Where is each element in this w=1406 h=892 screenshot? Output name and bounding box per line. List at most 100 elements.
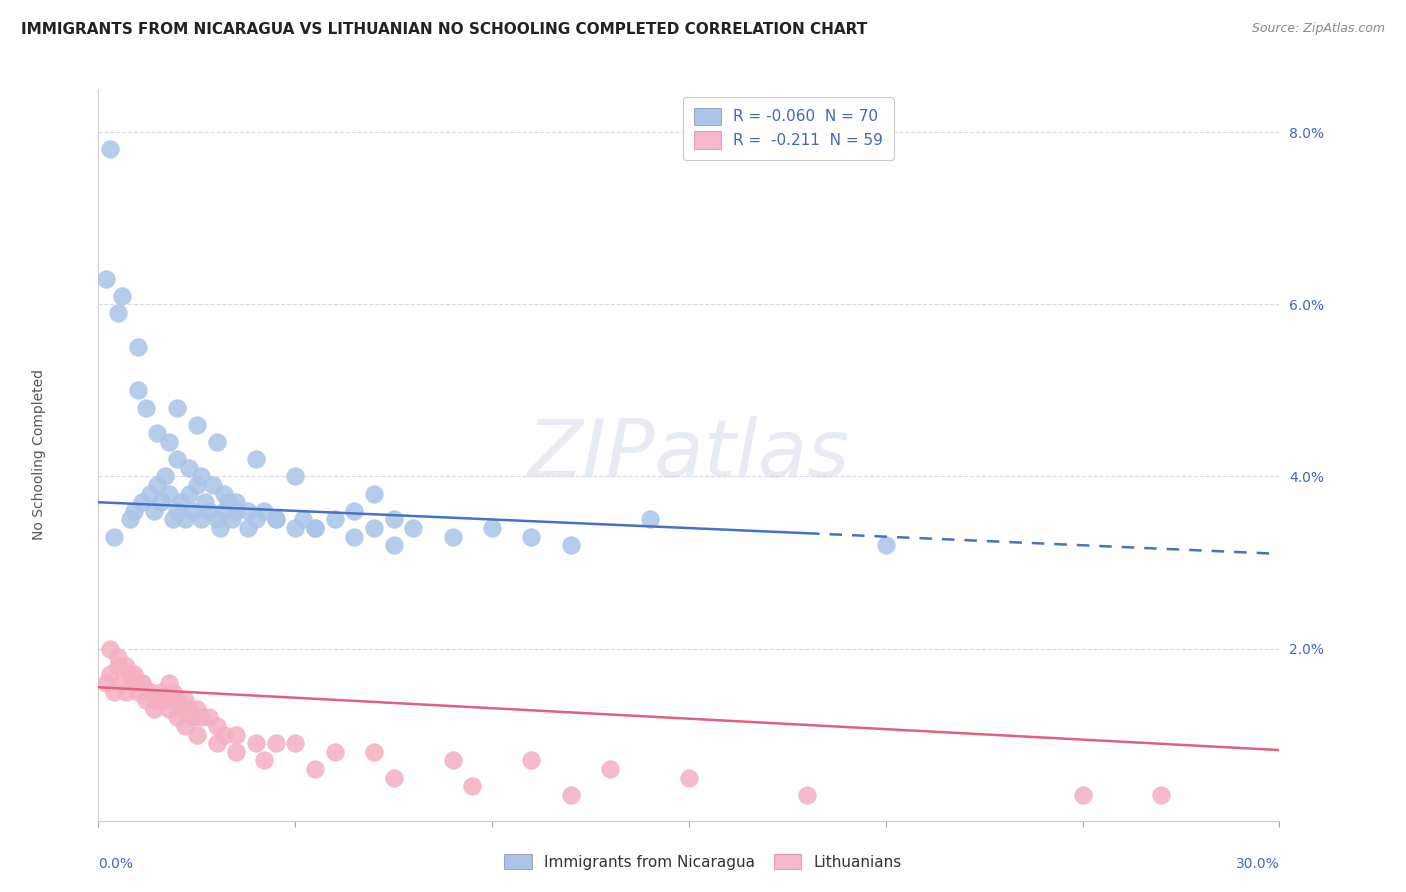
Point xyxy=(245,512,267,526)
Point xyxy=(157,486,180,500)
Text: Source: ZipAtlas.com: Source: ZipAtlas.com xyxy=(1251,22,1385,36)
Point xyxy=(205,736,228,750)
Point xyxy=(186,702,208,716)
Point xyxy=(284,736,307,750)
Point xyxy=(98,667,121,681)
Point xyxy=(166,710,188,724)
Point xyxy=(115,658,138,673)
Point xyxy=(96,676,118,690)
Point xyxy=(292,512,315,526)
Legend: R = -0.060  N = 70, R =  -0.211  N = 59: R = -0.060 N = 70, R = -0.211 N = 59 xyxy=(683,97,894,160)
Point xyxy=(205,719,228,733)
Point xyxy=(323,512,346,526)
Point xyxy=(245,452,267,467)
Point xyxy=(127,684,149,698)
Point xyxy=(323,745,346,759)
Point xyxy=(236,521,259,535)
Point xyxy=(343,504,366,518)
Point xyxy=(796,788,818,802)
Point xyxy=(155,693,177,707)
Point xyxy=(560,538,582,552)
Point xyxy=(135,401,157,415)
Point xyxy=(166,401,188,415)
Point xyxy=(135,693,157,707)
Point xyxy=(214,728,236,742)
Point xyxy=(157,435,180,450)
Point xyxy=(127,384,149,398)
Point xyxy=(146,693,169,707)
Point xyxy=(118,512,141,526)
Point xyxy=(225,745,247,759)
Point xyxy=(382,771,405,785)
Point xyxy=(197,710,219,724)
Point xyxy=(638,512,661,526)
Point xyxy=(363,486,385,500)
Point xyxy=(127,340,149,354)
Text: No Schooling Completed: No Schooling Completed xyxy=(32,369,46,541)
Point xyxy=(560,788,582,802)
Point xyxy=(217,495,239,509)
Point xyxy=(363,745,385,759)
Point xyxy=(150,684,173,698)
Point xyxy=(225,504,247,518)
Point xyxy=(304,521,326,535)
Point xyxy=(166,504,188,518)
Text: ZIPatlas: ZIPatlas xyxy=(527,416,851,494)
Point xyxy=(138,486,160,500)
Point xyxy=(170,495,193,509)
Point xyxy=(461,779,484,793)
Point xyxy=(174,693,197,707)
Point xyxy=(253,504,276,518)
Point xyxy=(146,478,169,492)
Point xyxy=(382,512,405,526)
Point xyxy=(678,771,700,785)
Point xyxy=(131,676,153,690)
Point xyxy=(363,521,385,535)
Point xyxy=(138,684,160,698)
Point xyxy=(402,521,425,535)
Point xyxy=(236,504,259,518)
Point xyxy=(174,719,197,733)
Point xyxy=(284,469,307,483)
Point xyxy=(264,736,287,750)
Point xyxy=(225,728,247,742)
Point xyxy=(122,676,145,690)
Point xyxy=(264,512,287,526)
Point xyxy=(214,504,236,518)
Point xyxy=(304,521,326,535)
Point xyxy=(98,143,121,157)
Point xyxy=(304,762,326,776)
Text: 30.0%: 30.0% xyxy=(1236,857,1279,871)
Point xyxy=(186,728,208,742)
Point xyxy=(382,538,405,552)
Point xyxy=(441,530,464,544)
Point xyxy=(205,512,228,526)
Text: IMMIGRANTS FROM NICARAGUA VS LITHUANIAN NO SCHOOLING COMPLETED CORRELATION CHART: IMMIGRANTS FROM NICARAGUA VS LITHUANIAN … xyxy=(21,22,868,37)
Point xyxy=(1150,788,1173,802)
Point xyxy=(170,702,193,716)
Point xyxy=(253,753,276,767)
Point xyxy=(103,684,125,698)
Point xyxy=(142,504,165,518)
Point xyxy=(221,512,243,526)
Point xyxy=(162,512,184,526)
Point xyxy=(599,762,621,776)
Point xyxy=(209,521,232,535)
Point xyxy=(343,530,366,544)
Point xyxy=(284,521,307,535)
Point xyxy=(155,469,177,483)
Point xyxy=(166,693,188,707)
Point xyxy=(264,512,287,526)
Point xyxy=(214,486,236,500)
Point xyxy=(875,538,897,552)
Point xyxy=(177,486,200,500)
Point xyxy=(162,684,184,698)
Point xyxy=(177,702,200,716)
Point xyxy=(157,676,180,690)
Point xyxy=(107,658,129,673)
Point xyxy=(520,530,543,544)
Point xyxy=(115,684,138,698)
Point xyxy=(107,306,129,320)
Point xyxy=(201,478,224,492)
Point xyxy=(111,676,134,690)
